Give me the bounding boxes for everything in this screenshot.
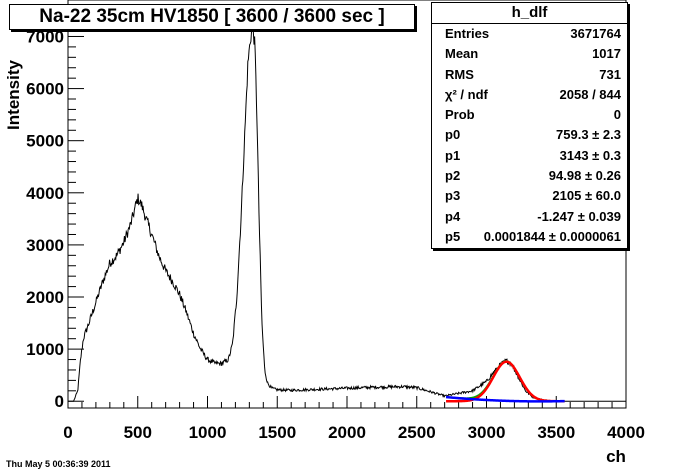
stats-row-label: Mean (445, 46, 479, 62)
stats-box: h_dlf Entries 3671764 Mean 1017 RMS 731 χ² / n… (431, 2, 628, 249)
stats-row-value: 731 (599, 66, 621, 82)
stats-row: Entries 3671764 (432, 24, 627, 44)
y-tick-label: 3000 (26, 236, 64, 255)
x-tick-label: 2500 (398, 423, 436, 442)
x-tick-label: 0 (63, 423, 72, 442)
x-tick-label: 2000 (328, 423, 366, 442)
stats-row-value: 1017 (592, 46, 621, 62)
stats-row: p5 0.0001844 ± 0.0000061 (432, 227, 627, 247)
axis-ticks (67, 4, 627, 408)
y-tick-label: 2000 (26, 288, 64, 307)
stats-row: χ² / ndf 2058 / 844 (432, 85, 627, 105)
y-tick-label: 1000 (26, 340, 64, 359)
x-tick-label: 4000 (607, 423, 645, 442)
stats-row-value: 2058 / 844 (559, 86, 621, 102)
stats-row: Mean 1017 (432, 44, 627, 64)
stats-row: p1 3143 ± 0.3 (432, 146, 627, 166)
stats-row-value: 0.0001844 ± 0.0000061 (483, 228, 621, 244)
stats-row-label: Entries (445, 26, 490, 41)
y-tick-label: 4000 (26, 184, 64, 203)
stats-row-label: Prob (445, 107, 475, 123)
stats-row-label: RMS (445, 66, 474, 82)
stats-row-value: 3143 ± 0.3 (559, 147, 621, 163)
stats-row: RMS 731 (432, 65, 627, 85)
stats-row-label: p1 (445, 147, 461, 163)
timestamp: Thu May 5 00:36:39 2011 (6, 459, 111, 469)
stats-rows: Entries 3671764 Mean 1017 RMS 731 χ² / ndf 2058… (432, 24, 627, 247)
stats-row-value: 3671764 (570, 26, 621, 41)
stats-row-value: 0 (613, 107, 621, 123)
stats-row-value: 94.98 ± 0.26 (548, 168, 621, 184)
stats-row: p2 94.98 ± 0.26 (432, 166, 627, 186)
histogram-line (68, 22, 626, 402)
chart-title: Na-22 35cm HV1850 [ 3600 / 3600 sec ] (9, 4, 415, 30)
y-tick-label: 0 (55, 392, 64, 411)
stats-title: h_dlf (432, 3, 627, 24)
stats-row: p0 759.3 ± 2.3 (432, 125, 627, 145)
x-axis-label: ch (606, 447, 626, 466)
tick-labels: 0 500 1000 1500 2000 2500 3000 3500 4000 0 1000 200… (26, 27, 645, 442)
x-tick-label: 3000 (468, 423, 506, 442)
y-tick-label: 5000 (26, 132, 64, 151)
x-tick-label: 3500 (537, 423, 575, 442)
gaussian-fit-curve (446, 360, 565, 403)
y-axis-label: Intensity (4, 60, 23, 130)
y-tick-label: 6000 (26, 80, 64, 99)
stats-row-value: -1.247 ± 0.039 (537, 208, 621, 224)
background-fit-curve (445, 395, 565, 403)
stats-row-label: p2 (445, 168, 461, 184)
stats-row: p3 2105 ± 60.0 (432, 186, 627, 206)
stats-row-label: p0 (445, 127, 461, 143)
x-tick-label: 1000 (189, 423, 227, 442)
stats-row: p4 -1.247 ± 0.039 (432, 207, 627, 227)
stats-row-label: p3 (445, 188, 461, 204)
stats-row: Prob 0 (432, 105, 627, 125)
x-tick-label: 1500 (258, 423, 296, 442)
stats-row-label: p5 (445, 228, 461, 244)
stats-row-value: 2105 ± 60.0 (552, 188, 621, 204)
y-tick-label: 7000 (26, 27, 64, 46)
stats-row-value: 759.3 ± 2.3 (556, 127, 621, 143)
fit-total-curve (445, 360, 565, 403)
x-tick-label: 500 (124, 423, 152, 442)
stats-row-label: p4 (445, 208, 461, 224)
data-layer (68, 22, 626, 403)
stats-row-label: χ² / ndf (445, 86, 488, 102)
